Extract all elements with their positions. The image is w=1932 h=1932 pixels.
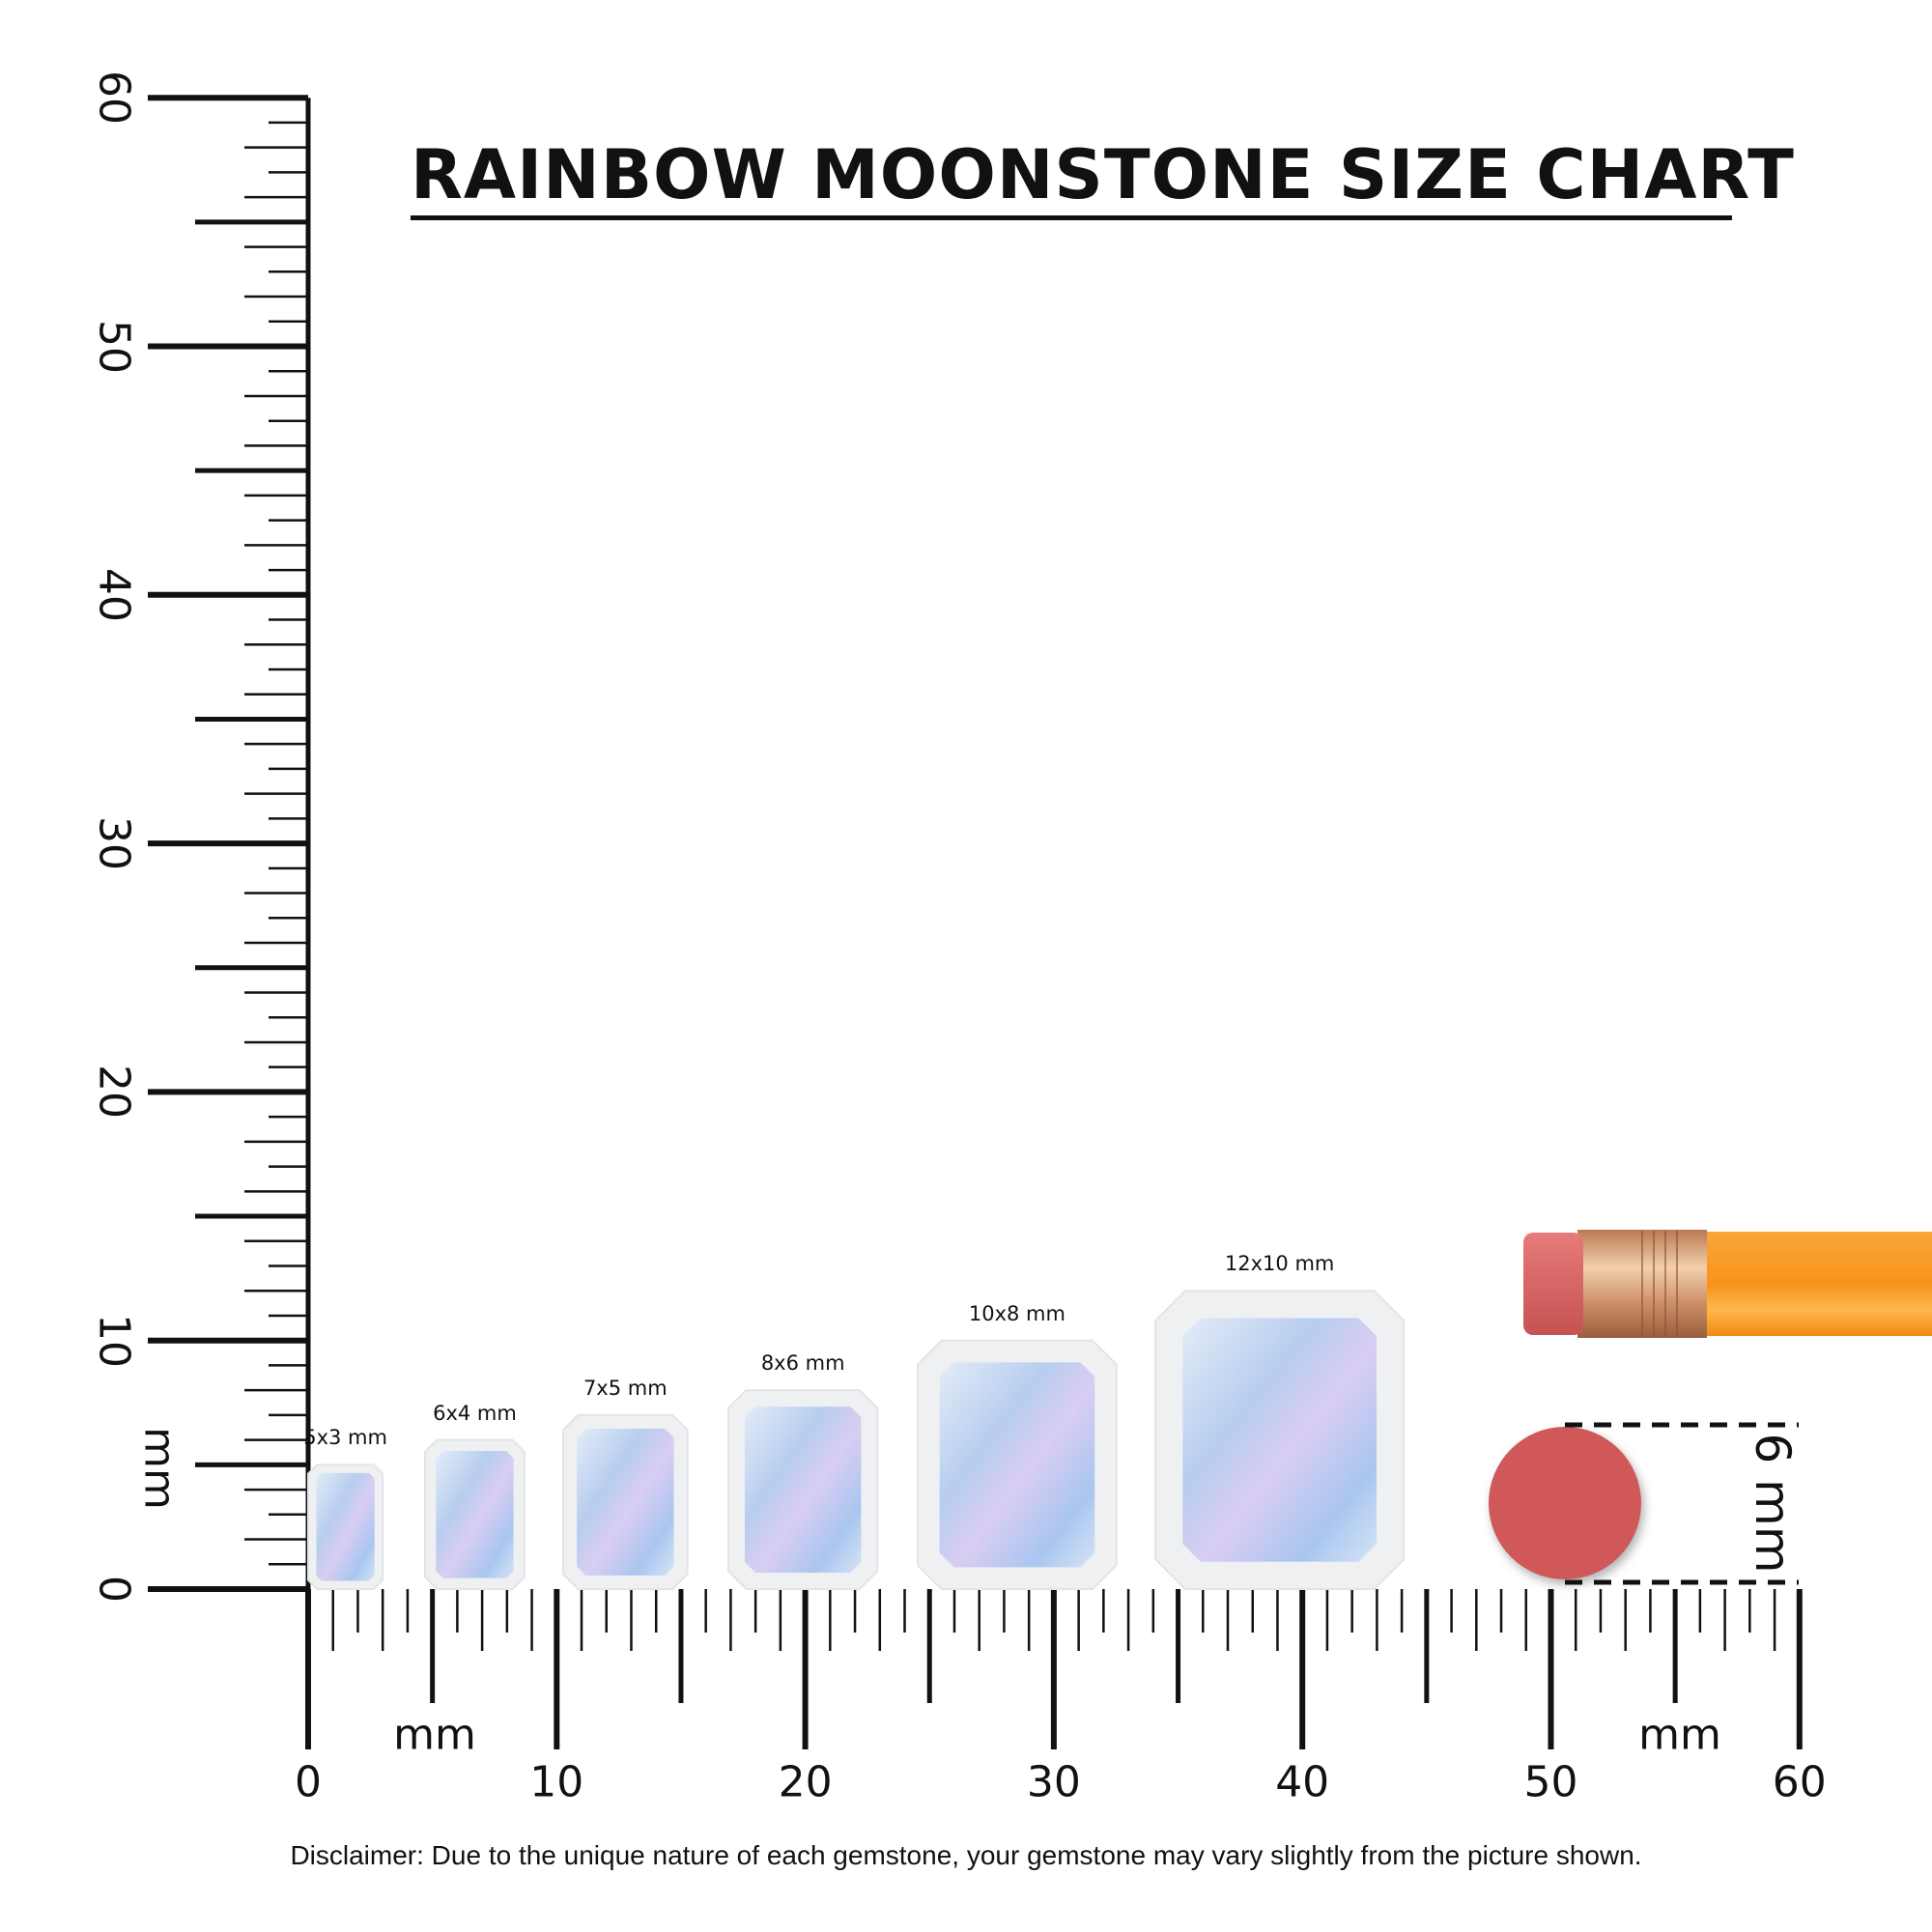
gem-size-label: 8x6 mm — [760, 1351, 845, 1376]
gem-size-label: 5x3 mm — [303, 1426, 387, 1450]
vertical-ruler-label: 30 — [89, 816, 139, 871]
gem-face — [1182, 1318, 1377, 1562]
ruler-ticks — [148, 95, 1803, 1749]
gem-8x6-mm — [727, 1389, 879, 1590]
gem-face — [939, 1362, 1095, 1568]
measurement-dashes — [1565, 1422, 1799, 1585]
vertical-ruler-unit: mm — [134, 1427, 185, 1510]
vertical-ruler-label: 0 — [89, 1576, 139, 1603]
page-title: RAINBOW MOONSTONE SIZE CHART — [411, 135, 1795, 214]
pencil-body — [1707, 1232, 1932, 1336]
gem-face — [316, 1472, 375, 1581]
reference-size-label: 6 mm — [1745, 1433, 1801, 1574]
pencil-illustration — [1523, 1230, 1932, 1338]
pencil-eraser — [1523, 1233, 1583, 1335]
horizontal-ruler-label: 20 — [778, 1757, 833, 1807]
horizontal-ruler-unit-right: mm — [1638, 1710, 1721, 1760]
vertical-ruler-label: 10 — [89, 1313, 139, 1368]
horizontal-ruler-label: 0 — [295, 1757, 322, 1807]
eraser-reference-circle — [1489, 1427, 1641, 1579]
gem-5x3-mm — [307, 1463, 384, 1590]
gem-12x10-mm — [1154, 1290, 1406, 1590]
horizontal-ruler-label: 30 — [1026, 1757, 1081, 1807]
vertical-ruler-label: 20 — [89, 1065, 139, 1120]
vertical-ruler-label: 60 — [89, 71, 139, 126]
gem-7x5-mm — [562, 1413, 689, 1590]
disclaimer-text: Disclaimer: Due to the unique nature of … — [290, 1840, 1642, 1870]
gem-size-label: 6x4 mm — [433, 1401, 517, 1425]
gem-face — [436, 1450, 514, 1578]
gem-size-label: 12x10 mm — [1224, 1252, 1335, 1276]
gem-size-label: 10x8 mm — [968, 1301, 1065, 1325]
gem-6x4-mm — [424, 1438, 526, 1590]
horizontal-ruler-unit-left: mm — [393, 1710, 476, 1760]
vertical-ruler-label: 50 — [89, 319, 139, 374]
horizontal-ruler-label: 10 — [529, 1757, 584, 1807]
gem-face — [577, 1429, 674, 1576]
gem-10x8-mm — [917, 1339, 1118, 1590]
title-underline — [411, 215, 1732, 220]
horizontal-ruler-label: 60 — [1772, 1757, 1827, 1807]
gem-size-label: 7x5 mm — [582, 1376, 668, 1400]
horizontal-ruler-label: 50 — [1523, 1757, 1578, 1807]
vertical-ruler-label: 40 — [89, 567, 139, 622]
gem-face — [744, 1406, 862, 1574]
horizontal-ruler-label: 40 — [1275, 1757, 1330, 1807]
gem-group — [307, 1290, 1406, 1590]
